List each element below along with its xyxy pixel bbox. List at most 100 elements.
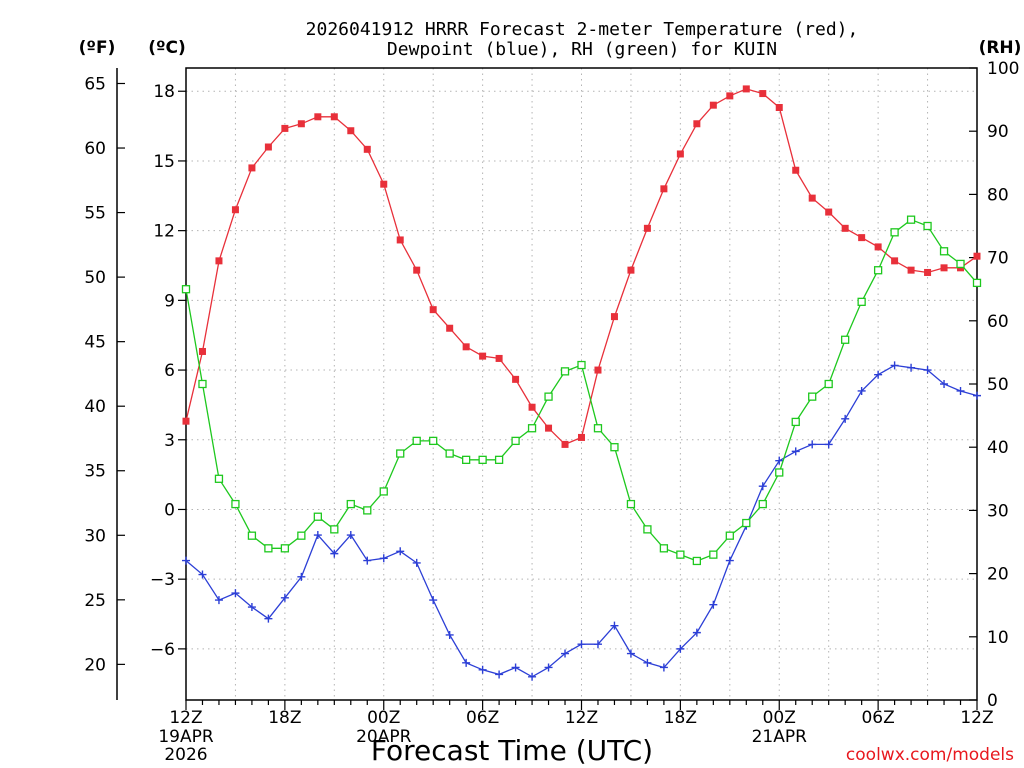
data-point [231, 499, 240, 509]
data-point [693, 120, 701, 128]
x-tick-label: 18Z [268, 708, 301, 728]
data-point [396, 449, 405, 458]
data-point [643, 224, 651, 232]
data-point [561, 440, 569, 448]
data-point [808, 194, 816, 202]
rh-unit-label: (RH) [979, 38, 1022, 58]
data-point [841, 414, 850, 423]
data-point [247, 531, 257, 540]
axes: 1815129630−3−665605550454035302520100908… [84, 59, 1019, 765]
data-point [181, 285, 191, 294]
celsius-tick-label: 0 [164, 500, 175, 520]
data-point [660, 185, 668, 193]
x-tick-label: 12Z [960, 708, 993, 728]
data-point [692, 556, 702, 566]
data-point [972, 278, 982, 288]
x-date-label: 19APR [158, 727, 214, 747]
data-point [742, 85, 750, 93]
data-point [874, 243, 882, 251]
series-dewpoint [182, 361, 981, 681]
data-point [182, 556, 190, 565]
data-point [726, 92, 734, 100]
data-point [791, 417, 800, 427]
rh-tick-label: 40 [987, 438, 1009, 458]
data-point [940, 264, 948, 272]
data-point [479, 352, 487, 360]
data-point [429, 306, 437, 314]
title-line-2: Dewpoint (blue), RH (green) for KUIN [387, 39, 777, 60]
data-point [314, 113, 322, 121]
data-point [264, 143, 272, 151]
data-point [578, 433, 585, 441]
data-point [626, 499, 636, 509]
data-point [280, 593, 289, 602]
rh-tick-label: 20 [987, 565, 1009, 585]
data-point [264, 614, 273, 623]
data-point [956, 259, 965, 269]
data-point [758, 482, 767, 491]
data-point [841, 335, 850, 344]
fahrenheit-unit-label: (ºF) [79, 38, 116, 58]
data-point [429, 596, 438, 605]
x-tick-label: 00Z [367, 708, 400, 728]
chart-title: 2026041912 HRRR Forecast 2-meter Tempera… [306, 19, 859, 60]
data-point [544, 663, 553, 672]
data-point [939, 247, 949, 256]
data-point [775, 104, 783, 111]
data-point [792, 166, 800, 174]
data-point [445, 630, 454, 639]
x-tick-label: 12Z [565, 708, 598, 728]
data-point [330, 525, 339, 534]
data-point [742, 518, 751, 528]
celsius-tick-label: 9 [164, 291, 175, 311]
data-point [709, 600, 718, 609]
data-series [181, 85, 982, 681]
celsius-tick-label: 6 [164, 361, 175, 381]
data-point [330, 113, 338, 121]
celsius-tick-label: 18 [153, 82, 175, 102]
celsius-tick-label: 3 [164, 431, 175, 451]
data-point [973, 391, 981, 400]
x-date-label: 21APR [752, 727, 808, 747]
title-line-1: 2026041912 HRRR Forecast 2-meter Tempera… [306, 19, 859, 40]
data-point [676, 550, 685, 559]
celsius-unit-label: (ºC) [148, 38, 186, 58]
rh-tick-label: 70 [987, 249, 1009, 269]
data-point [890, 361, 899, 370]
data-point [527, 424, 537, 433]
data-point [725, 556, 734, 565]
data-point [857, 386, 866, 395]
celsius-tick-label: 12 [153, 222, 175, 242]
data-point [280, 544, 290, 553]
data-point [396, 236, 404, 244]
data-point [808, 392, 817, 401]
data-point [627, 266, 635, 274]
data-point [247, 603, 256, 612]
data-point [511, 663, 520, 672]
data-point [560, 367, 570, 376]
x-date-label: 2026 [164, 745, 207, 765]
data-point [412, 558, 421, 567]
x-tick-label: 18Z [664, 708, 697, 728]
data-point [973, 252, 981, 260]
x-tick-label: 00Z [763, 708, 796, 728]
data-point [924, 268, 932, 276]
data-point [593, 640, 602, 649]
data-point [363, 556, 372, 565]
rh-tick-label: 30 [987, 501, 1009, 521]
data-point [874, 370, 883, 379]
data-point [512, 375, 520, 383]
data-point [346, 531, 355, 540]
data-point [281, 124, 289, 132]
data-point [643, 525, 652, 534]
data-point [461, 455, 471, 464]
credit-text: coolwx.com/models [846, 745, 1014, 765]
data-point [363, 145, 371, 153]
data-point [396, 547, 405, 556]
data-point [891, 257, 899, 265]
data-point [808, 440, 817, 449]
data-point [214, 474, 224, 483]
fahrenheit-tick-label: 25 [84, 591, 106, 611]
data-point [610, 443, 619, 452]
data-point [676, 644, 685, 653]
